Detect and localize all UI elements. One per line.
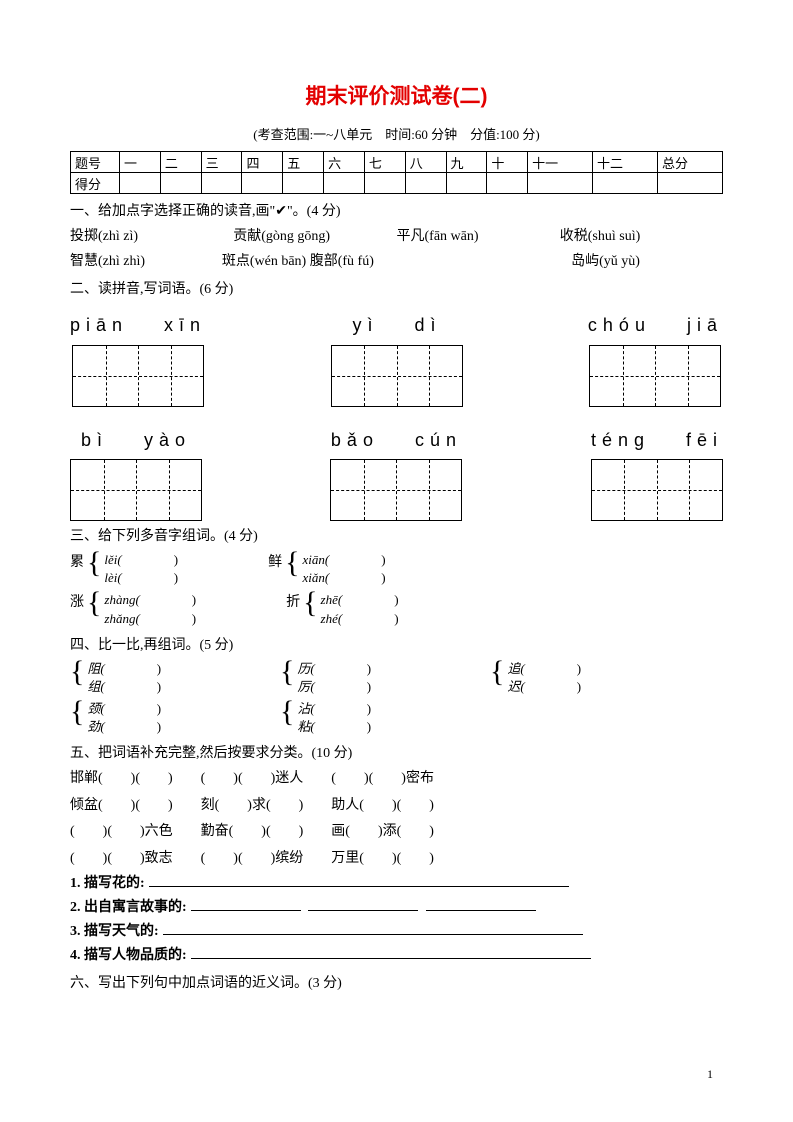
q1-heading: 一、给加点字选择正确的读音,画"✔"。(4 分) [70, 200, 723, 224]
cell[interactable] [593, 173, 658, 194]
polyphone-pair: 累{ lěi( ) lèi( ) [70, 551, 178, 587]
cell: 得分 [71, 173, 120, 194]
cell[interactable] [446, 173, 487, 194]
cell[interactable] [528, 173, 593, 194]
q1-item: 贡献(gòng gōng) [233, 224, 396, 249]
cell[interactable] [283, 173, 324, 194]
pinyin-box: bìyào [70, 425, 202, 522]
subtitle: (考查范围:一~八单元 时间:60 分钟 分值:100 分) [70, 124, 723, 143]
cell: 十二 [593, 152, 658, 173]
pinyin-box: piānxīn [70, 310, 206, 407]
cell[interactable] [657, 173, 722, 194]
cell: 四 [242, 152, 283, 173]
cell[interactable] [324, 173, 365, 194]
char-grid[interactable] [70, 459, 202, 521]
q6: 六、写出下列句中加点词语的近义词。(3 分) [70, 972, 723, 996]
q1-item: 智慧(zhì zhì) [70, 249, 222, 274]
cell: 七 [364, 152, 405, 173]
cell: 五 [283, 152, 324, 173]
title: 期末评价测试卷(二) [70, 80, 723, 110]
q1-item: 投掷(zhì zì) [70, 224, 233, 249]
cell[interactable] [160, 173, 201, 194]
q4-heading: 四、比一比,再组词。(5 分) [70, 634, 723, 658]
cell: 一 [120, 152, 161, 173]
cell: 十一 [528, 152, 593, 173]
cell: 三 [201, 152, 242, 173]
pinyin-box: yìdì [331, 310, 463, 407]
char-grid[interactable] [330, 459, 462, 521]
polyphone-pair: 涨{ zhàng( ) zhǎng( ) [70, 591, 196, 627]
page-number: 1 [707, 1067, 713, 1082]
cell: 二 [160, 152, 201, 173]
polyphone-pair: 折{ zhē( ) zhé( ) [286, 591, 398, 627]
q5-line: 邯郸( )( ) ( )( )迷人 ( )( )密布 [70, 766, 723, 793]
q4: 四、比一比,再组词。(5 分) { 阻( ) 组( ) { 历( ) 厉( ) … [70, 634, 723, 739]
cell[interactable] [405, 173, 446, 194]
q2-heading: 二、读拼音,写词语。(6 分) [70, 278, 723, 302]
polyphone-pair: 鲜{ xiān( ) xiǎn( ) [268, 551, 385, 587]
q1-item: 平凡(fān wān) [397, 224, 560, 249]
score-table: 题号 一 二 三 四 五 六 七 八 九 十 十一 十二 总分 得分 [70, 151, 723, 194]
q1-item: 岛屿(yǔ yù) [571, 249, 723, 274]
char-grid[interactable] [72, 345, 204, 407]
compare-pair: { 颈( ) 劲( ) [70, 700, 240, 736]
cell[interactable] [364, 173, 405, 194]
q5-cat: 3. 描写天气的: [70, 920, 723, 944]
cell[interactable] [201, 173, 242, 194]
compare-pair: { 历( ) 厉( ) [280, 660, 450, 696]
q1-item: 收税(shuì suì) [560, 224, 723, 249]
q5-line: ( )( )致志 ( )( )缤纷 万里( )( ) [70, 846, 723, 873]
q2: 二、读拼音,写词语。(6 分) piānxīn yìdì chóujiā bìy… [70, 278, 723, 521]
pinyin-box: bǎocún [330, 425, 462, 522]
q1: 一、给加点字选择正确的读音,画"✔"。(4 分) 投掷(zhì zì) 贡献(g… [70, 200, 723, 274]
cell: 八 [405, 152, 446, 173]
q3: 三、给下列多音字组词。(4 分) 累{ lěi( ) lèi( ) 鲜{ xiā… [70, 525, 723, 630]
q1-item [419, 249, 571, 274]
table-row: 得分 [71, 173, 723, 194]
cell: 题号 [71, 152, 120, 173]
q5-cat: 1. 描写花的: [70, 872, 723, 896]
table-row: 题号 一 二 三 四 五 六 七 八 九 十 十一 十二 总分 [71, 152, 723, 173]
cell[interactable] [120, 173, 161, 194]
cell: 六 [324, 152, 365, 173]
q5: 五、把词语补充完整,然后按要求分类。(10 分) 邯郸( )( ) ( )( )… [70, 742, 723, 967]
q5-line: ( )( )六色 勤奋( )( ) 画( )添( ) [70, 819, 723, 846]
pinyin-box: chóujiā [588, 310, 723, 407]
cell[interactable] [242, 173, 283, 194]
pinyin-box: téngfēi [591, 425, 723, 522]
q5-line: 倾盆( )( ) 刻( )求( ) 助人( )( ) [70, 793, 723, 820]
char-grid[interactable] [591, 459, 723, 521]
q1-item: 斑点(wén bān) 腹部(fù fú) [222, 249, 419, 274]
cell[interactable] [487, 173, 528, 194]
q5-cat: 4. 描写人物品质的: [70, 944, 723, 968]
compare-pair: { 沾( ) 粘( ) [280, 700, 450, 736]
q3-heading: 三、给下列多音字组词。(4 分) [70, 525, 723, 549]
q6-heading: 六、写出下列句中加点词语的近义词。(3 分) [70, 972, 723, 996]
cell: 九 [446, 152, 487, 173]
char-grid[interactable] [331, 345, 463, 407]
compare-pair: { 阻( ) 组( ) [70, 660, 240, 696]
compare-pair: { 追( ) 迟( ) [490, 660, 660, 696]
cell: 总分 [657, 152, 722, 173]
char-grid[interactable] [589, 345, 721, 407]
q5-heading: 五、把词语补充完整,然后按要求分类。(10 分) [70, 742, 723, 766]
cell: 十 [487, 152, 528, 173]
q5-cat: 2. 出自寓言故事的: [70, 896, 723, 920]
